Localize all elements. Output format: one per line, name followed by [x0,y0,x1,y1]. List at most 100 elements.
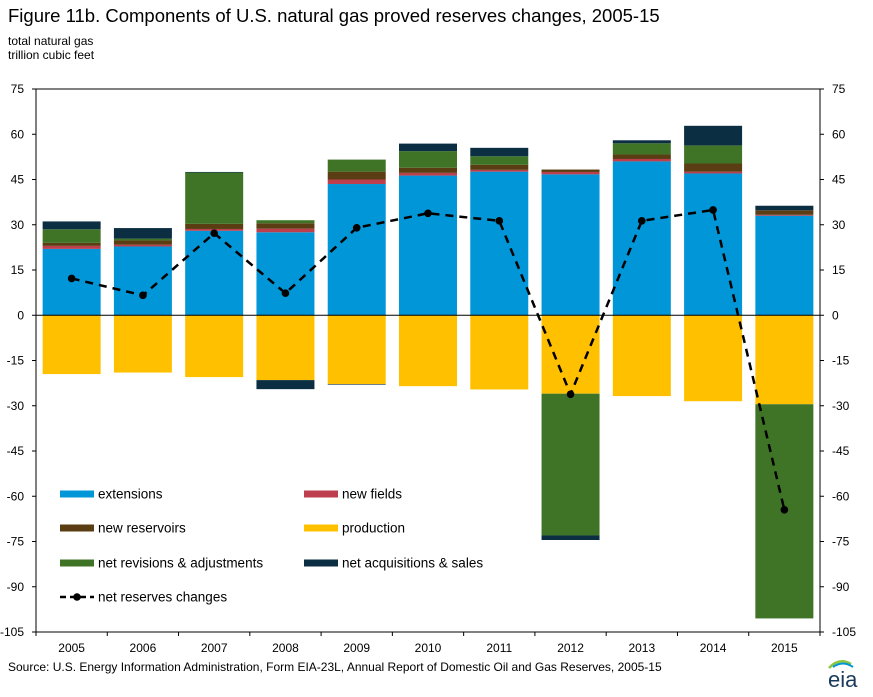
bar-new-fields-2012 [541,171,600,175]
y-tick-label-left: -15 [7,354,25,368]
net-reserves-point-2010 [424,209,432,218]
net-reserves-point-2006 [139,291,147,300]
x-tick-label-2005: 2005 [58,641,85,655]
bar-new-fields-2010 [399,172,457,176]
y-tick-label-right: 30 [832,218,846,232]
legend-swatch [60,490,94,498]
legend-label: extensions [98,487,163,502]
y-tick-label-right: -45 [832,444,850,458]
y-tick-label-left: -30 [7,399,25,413]
net-reserves-point-2013 [638,217,646,225]
bar-net-acquisitions-2014 [684,125,743,146]
bar-production-2008 [256,315,315,381]
net-reserves-line-layer [67,206,789,514]
bar-extensions-2012 [541,174,600,316]
bar-production-2005 [42,315,101,375]
bar-extensions-2006 [113,246,172,316]
net-reserves-point-2007 [210,229,218,237]
bar-production-2010 [399,315,457,387]
bar-new-reservoirs-2010 [399,167,457,173]
bar-new-fields-2009 [327,179,386,185]
bar-production-2014 [684,315,743,402]
legend-item-new-fields: new fields [304,487,402,502]
bar-net-acquisitions-2009 [327,384,386,385]
legend-label: production [342,521,405,536]
bar-extensions-2015 [755,215,814,316]
bar-production-2006 [113,315,172,373]
y-tick-label-right: 15 [832,263,846,277]
bar-net-acquisitions-2012 [541,535,600,540]
x-tick-label-2011: 2011 [486,641,512,655]
bar-net-revisions-2009 [327,159,386,172]
bar-extensions-2011 [470,171,529,316]
legend-label: net acquisitions & sales [342,556,483,571]
legend-item-net-reserves-line: net reserves changes [60,590,227,605]
bar-new-reservoirs-2006 [113,240,172,245]
legend-label: net revisions & adjustments [98,556,263,571]
bar-net-revisions-2012 [541,393,600,536]
bar-net-revisions-2006 [113,238,172,241]
x-tick-label-2013: 2013 [628,641,655,655]
y-tick-label-left: -90 [7,580,25,594]
bar-net-revisions-2014 [684,145,743,164]
bar-net-acquisitions-2007 [185,171,244,173]
bar-new-reservoirs-2015 [755,210,814,215]
bar-new-fields-2015 [755,214,814,216]
x-tick-label-2008: 2008 [272,641,299,655]
x-tick-label-2007: 2007 [201,641,228,655]
source-note: Source: U.S. Energy Information Administ… [8,660,662,674]
bar-production-2007 [185,315,244,378]
legend-label: new reservoirs [98,521,186,536]
legend-swatch [304,559,338,567]
bar-net-revisions-2008 [256,220,315,224]
y-tick-label-left: 0 [17,308,24,322]
bar-new-fields-2008 [256,228,315,233]
bar-net-revisions-2011 [470,156,529,165]
y-tick-label-left: 75 [11,82,25,96]
y-tick-label-left: 45 [11,173,25,187]
y-tick-label-right: 75 [832,82,846,96]
net-reserves-point-2015 [780,506,789,514]
bar-production-2011 [470,315,529,390]
eia-logo: eia [828,660,858,692]
bar-new-fields-2005 [42,245,101,249]
y-tick-label-left: 30 [11,218,25,232]
y-tick-label-right: 60 [832,127,846,141]
bar-new-reservoirs-2007 [185,223,244,229]
legend-swatch [60,559,94,567]
bar-net-acquisitions-2006 [113,228,172,239]
legend-item-new-reservoirs: new reservoirs [60,521,186,536]
y-tick-label-right: -90 [832,580,850,594]
x-tick-label-2006: 2006 [130,641,157,655]
legend-item-production: production [304,521,405,536]
chart-title: Figure 11b. Components of U.S. natural g… [8,5,660,26]
bar-net-acquisitions-2013 [612,140,671,144]
legend: extensions new fields new reservoirs produc… [60,487,483,605]
net-reserves-point-2011 [495,217,504,225]
bar-new-reservoirs-2014 [684,163,743,172]
bar-net-revisions-2007 [185,172,244,224]
bar-new-fields-2011 [470,169,529,172]
bar-new-reservoirs-2009 [327,171,386,180]
legend-item-extensions: extensions [60,487,163,502]
net-reserves-point-2014 [709,206,717,214]
unit-label-line-1: total natural gas [8,34,94,48]
y-tick-label-right: 0 [832,308,839,322]
bar-new-reservoirs-2013 [612,154,671,159]
net-reserves-point-2012 [566,390,575,399]
unit-label-line-2: trillion cubic feet [8,48,95,62]
bar-production-2009 [327,315,386,385]
bar-extensions-2013 [612,161,671,316]
y-tick-label-left: -105 [0,625,24,639]
bar-net-revisions-2005 [42,229,101,243]
x-tick-label-2012: 2012 [557,641,584,655]
y-tick-label-right: -105 [832,625,856,639]
legend-item-net-revisions: net revisions & adjustments [60,556,263,571]
bar-new-fields-2006 [113,244,172,247]
legend-swatch [60,524,94,532]
net-reserves-point-2008 [281,289,290,298]
logo-swoosh-blue [832,662,854,668]
bar-net-acquisitions-2010 [399,143,457,152]
bar-production-2012 [541,315,600,394]
x-tick-label-2014: 2014 [700,641,727,655]
